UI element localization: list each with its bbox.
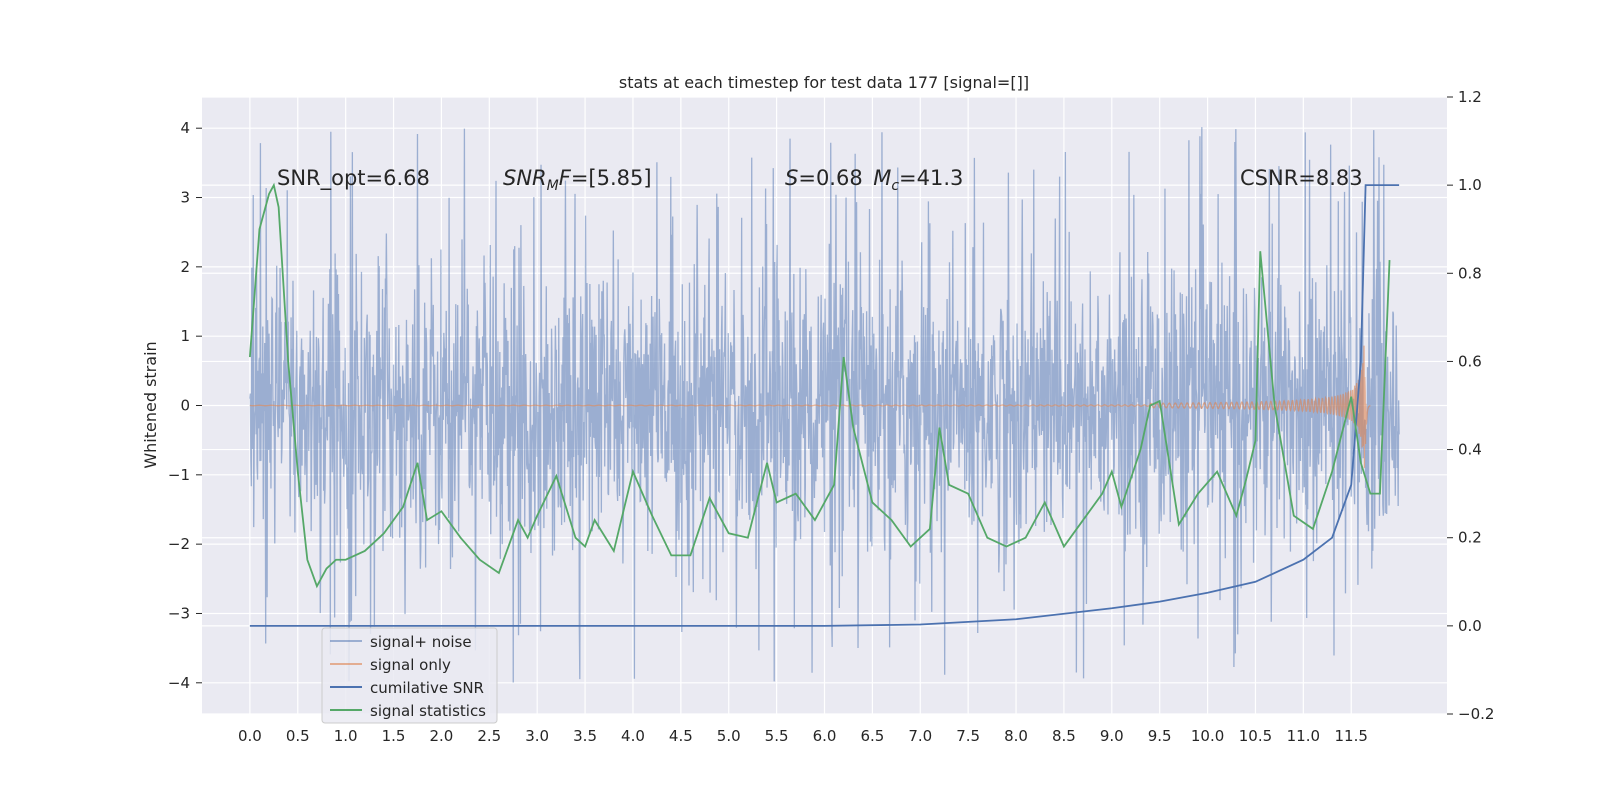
x-tick-label: 5.0 (717, 727, 741, 745)
annotation-subscript: M (547, 178, 559, 194)
y2-tick-label: 0.6 (1458, 352, 1482, 370)
x-tick-label: 1.5 (382, 727, 406, 745)
x-tick-label: 9.0 (1100, 727, 1124, 745)
annotation-csnr: CSNR=8.83 (1240, 166, 1363, 190)
annotation-part: M (873, 166, 891, 190)
x-tick-label: 6.5 (860, 727, 884, 745)
legend-label: signal+ noise (370, 633, 472, 651)
annotation-snr-opt: SNR_opt=6.68 (277, 166, 430, 191)
y2-tick-label: 1.0 (1458, 176, 1482, 194)
x-tick-label: 4.5 (669, 727, 693, 745)
annotation-part: =41.3 (899, 166, 963, 190)
legend-entry-signal-noise: signal+ noise (330, 633, 472, 651)
legend-label: signal statistics (370, 702, 486, 720)
x-tick-label: 0.5 (286, 727, 310, 745)
series-layer (248, 127, 1400, 683)
y-tick-label: 4 (180, 119, 190, 137)
x-tick-label: 3.5 (573, 727, 597, 745)
legend: signal+ noise signal only cumilative SNR… (321, 627, 498, 724)
y-tick-label: −2 (168, 535, 190, 553)
y2-tick-label: 1.2 (1458, 88, 1482, 106)
x-tick-label: 7.0 (908, 727, 932, 745)
x-tick-label: 10.0 (1191, 727, 1224, 745)
legend-label: signal only (370, 656, 451, 674)
y-tick-label: 1 (180, 327, 190, 345)
annotation-snr-mf: SNRMF=[5.85] (503, 166, 652, 194)
y-axis-label: Whitened strain (141, 341, 160, 468)
annotation-part: S (785, 166, 798, 190)
annotation-part: SNR (503, 166, 547, 190)
x-tick-label: 9.5 (1148, 727, 1172, 745)
series-signal-statistics (248, 182, 1391, 589)
x-tick-label: 2.0 (429, 727, 453, 745)
y-tick-label: −3 (168, 604, 190, 622)
series-cumulative-snr (249, 184, 1400, 627)
annotation-part: F (559, 166, 572, 190)
y-tick-label: −1 (168, 466, 190, 484)
x-tick-label: 5.5 (765, 727, 789, 745)
x-tick-label: 6.0 (813, 727, 837, 745)
series-signal-plus-noise (249, 127, 1400, 683)
x-tick-label: 2.5 (477, 727, 501, 745)
series-signal-only (249, 345, 1371, 468)
annotations: SNR_opt=6.68 SNRMF=[5.85] S=0.68 Mc=41.3 CS… (277, 166, 1363, 194)
annotation-s-mc: S=0.68 Mc=41.3 (785, 166, 963, 194)
legend-box (321, 627, 498, 724)
x-tick-label: 4.0 (621, 727, 645, 745)
secondary-y-axis-ticks: 1.2 1.0 0.8 0.6 0.4 0.2 0.0 −0.2 (1447, 88, 1494, 723)
x-tick-label: 1.0 (334, 727, 358, 745)
legend-entry-cumulative-snr: cumilative SNR (330, 679, 484, 697)
x-tick-label: 0.0 (238, 727, 262, 745)
y2-tick-label: 0.2 (1458, 529, 1482, 547)
y-tick-label: −4 (168, 674, 190, 692)
y-tick-label: 0 (180, 397, 190, 415)
chart-title: stats at each timestep for test data 177… (619, 73, 1029, 92)
y-tick-label: 3 (180, 189, 190, 207)
x-tick-label: 8.0 (1004, 727, 1028, 745)
y2-tick-label: 0.0 (1458, 617, 1482, 635)
legend-entry-signal-statistics: signal statistics (330, 702, 486, 720)
x-axis-ticks: 0.0 0.5 1.0 1.5 2.0 2.5 3.0 3.5 4.0 4.5 5.0 5.5 6.0 6… (238, 727, 1368, 745)
y2-tick-label: 0.8 (1458, 264, 1482, 282)
x-tick-label: 11.5 (1335, 727, 1368, 745)
y2-tick-label: −0.2 (1458, 705, 1494, 723)
x-tick-label: 10.5 (1239, 727, 1272, 745)
annotation-part: =0.68 (798, 166, 873, 190)
legend-label: cumilative SNR (370, 679, 484, 697)
x-tick-label: 8.5 (1052, 727, 1076, 745)
annotation-part: =[5.85] (571, 166, 652, 190)
annotation-part: F=[5.85] (559, 166, 652, 190)
legend-entry-signal-only: signal only (330, 656, 451, 674)
x-tick-label: 7.5 (956, 727, 980, 745)
y2-tick-label: 0.4 (1458, 441, 1482, 459)
y-axis-ticks: 4 3 2 1 0 −1 −2 −3 −4 (168, 119, 202, 692)
annotation-subscript: c (891, 178, 899, 194)
y-tick-label: 2 (180, 258, 190, 276)
x-tick-label: 11.0 (1287, 727, 1320, 745)
x-tick-label: 3.0 (525, 727, 549, 745)
